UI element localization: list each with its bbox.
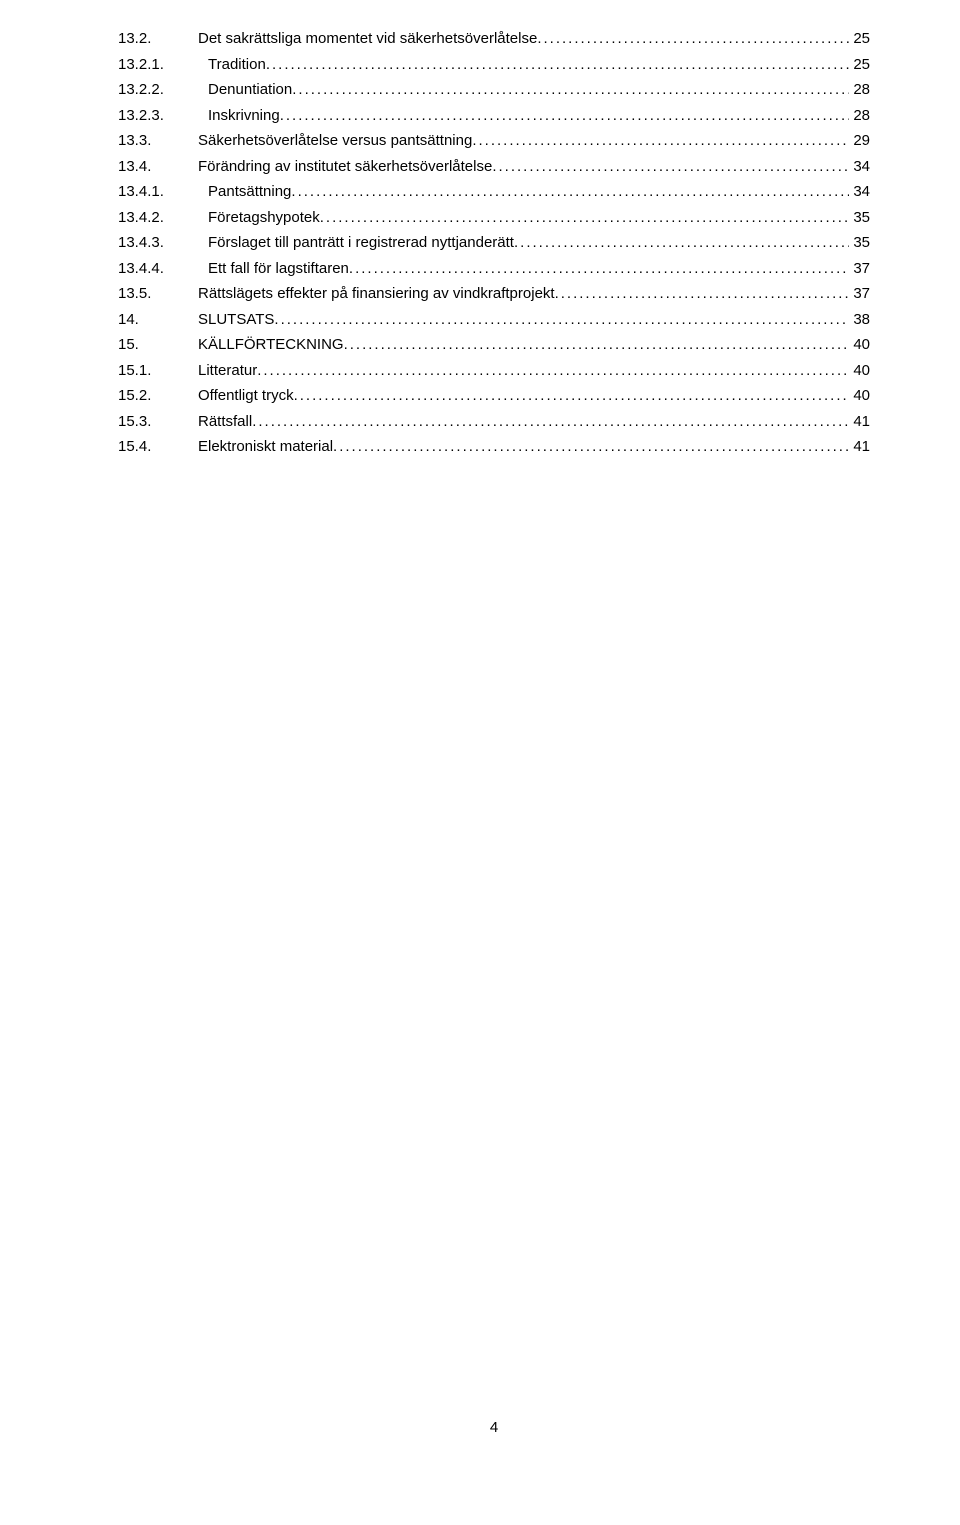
toc-entry: 13.2.Det sakrättsliga momentet vid säker… [118, 28, 870, 51]
toc-entry-page: 41 [849, 436, 870, 459]
toc-entry: 13.4.Förändring av institutet säkerhetsö… [118, 156, 870, 179]
toc-entry: 13.3.Säkerhetsöverlåtelse versus pantsät… [118, 130, 870, 153]
toc-leader-dots [349, 258, 849, 281]
toc-leader-dots [252, 411, 849, 434]
toc-entry-number: 15.4. [118, 436, 198, 459]
toc-entry-number: 14. [118, 309, 198, 332]
toc-leader-dots [514, 232, 849, 255]
toc-leader-dots [320, 207, 850, 230]
toc-entry-number: 13.5. [118, 283, 198, 306]
toc-entry-title: Det sakrättsliga momentet vid säkerhetsö… [198, 28, 537, 51]
toc-entry-number: 13.4.1. [118, 181, 208, 204]
toc-entry-number: 15.3. [118, 411, 198, 434]
toc-entry-number: 15. [118, 334, 198, 357]
toc-entry: 13.4.1.Pantsättning 34 [118, 181, 870, 204]
toc-entry-number: 13.2.1. [118, 54, 208, 77]
toc-entry-page: 34 [849, 181, 870, 204]
toc-entry-page: 35 [849, 207, 870, 230]
toc-entry-page: 25 [849, 28, 870, 51]
toc-entry-number: 13.2. [118, 28, 198, 51]
toc-entry-number: 15.1. [118, 360, 198, 383]
toc-entry-page: 40 [849, 385, 870, 408]
toc-entry-title: Företagshypotek [208, 207, 320, 230]
toc-entry-page: 28 [849, 79, 870, 102]
toc-entry-number: 13.2.2. [118, 79, 208, 102]
toc-entry-title: SLUTSATS [198, 309, 274, 332]
toc-leader-dots [472, 130, 849, 153]
toc-entry-title: Denuntiation [208, 79, 292, 102]
toc-entry-page: 25 [849, 54, 870, 77]
toc-entry-page: 38 [849, 309, 870, 332]
toc-entry: 13.4.3.Förslaget till panträtt i registr… [118, 232, 870, 255]
toc-entry-number: 13.2.3. [118, 105, 208, 128]
toc-leader-dots [344, 334, 850, 357]
toc-entry-number: 13.4.2. [118, 207, 208, 230]
toc-entry: 13.2.1.Tradition 25 [118, 54, 870, 77]
toc-leader-dots [274, 309, 849, 332]
toc-entry-number: 13.3. [118, 130, 198, 153]
toc-leader-dots [492, 156, 849, 179]
toc-entry: 15.KÄLLFÖRTECKNING 40 [118, 334, 870, 357]
toc-entry-title: Rättsfall [198, 411, 252, 434]
toc-entry-title: Elektroniskt material [198, 436, 333, 459]
toc-entry-page: 41 [849, 411, 870, 434]
toc-entry: 13.5.Rättslägets effekter på finansierin… [118, 283, 870, 306]
toc-entry-number: 13.4.3. [118, 232, 208, 255]
toc-entry-number: 13.4.4. [118, 258, 208, 281]
toc-entry-page: 35 [849, 232, 870, 255]
toc-leader-dots [333, 436, 849, 459]
toc-entry-page: 37 [849, 283, 870, 306]
toc-entry-page: 28 [849, 105, 870, 128]
toc-entry: 13.2.2.Denuntiation 28 [118, 79, 870, 102]
toc-entry-page: 40 [849, 334, 870, 357]
toc-entry-number: 15.2. [118, 385, 198, 408]
toc-entry-title: Rättslägets effekter på finansiering av … [198, 283, 555, 306]
table-of-contents: 13.2.Det sakrättsliga momentet vid säker… [118, 28, 870, 459]
toc-entry: 13.4.4.Ett fall för lagstiftaren 37 [118, 258, 870, 281]
toc-leader-dots [280, 105, 850, 128]
toc-leader-dots [555, 283, 850, 306]
toc-entry-title: Offentligt tryck [198, 385, 294, 408]
toc-entry-title: Förändring av institutet säkerhetsöverlå… [198, 156, 492, 179]
toc-entry: 13.2.3.Inskrivning 28 [118, 105, 870, 128]
toc-leader-dots [292, 79, 849, 102]
toc-leader-dots [294, 385, 850, 408]
toc-entry-title: Pantsättning [208, 181, 291, 204]
toc-entry: 14.SLUTSATS 38 [118, 309, 870, 332]
toc-entry-number: 13.4. [118, 156, 198, 179]
toc-leader-dots [291, 181, 849, 204]
toc-entry-page: 34 [849, 156, 870, 179]
toc-leader-dots [537, 28, 849, 51]
toc-entry-page: 29 [849, 130, 870, 153]
toc-entry-title: Litteratur [198, 360, 257, 383]
toc-entry-title: Förslaget till panträtt i registrerad ny… [208, 232, 514, 255]
toc-entry-title: Inskrivning [208, 105, 280, 128]
toc-entry-title: Tradition [208, 54, 266, 77]
toc-entry-title: KÄLLFÖRTECKNING [198, 334, 344, 357]
toc-entry: 13.4.2.Företagshypotek 35 [118, 207, 870, 230]
toc-leader-dots [257, 360, 849, 383]
toc-entry: 15.4.Elektroniskt material 41 [118, 436, 870, 459]
toc-entry-title: Ett fall för lagstiftaren [208, 258, 349, 281]
toc-entry-page: 37 [849, 258, 870, 281]
toc-entry-title: Säkerhetsöverlåtelse versus pantsättning [198, 130, 472, 153]
toc-entry: 15.2.Offentligt tryck 40 [118, 385, 870, 408]
toc-entry-page: 40 [849, 360, 870, 383]
page-number: 4 [118, 1419, 870, 1436]
toc-entry: 15.3.Rättsfall 41 [118, 411, 870, 434]
toc-entry: 15.1.Litteratur 40 [118, 360, 870, 383]
toc-leader-dots [266, 54, 850, 77]
